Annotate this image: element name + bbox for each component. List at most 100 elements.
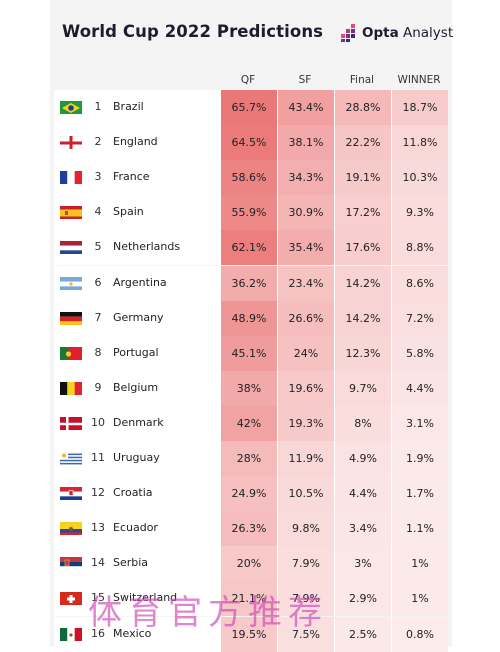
cell-qf: 19.5%: [220, 616, 277, 652]
cell-final: 22.2%: [334, 125, 391, 161]
france-flag-icon: [60, 170, 82, 185]
rank-label: 4: [94, 205, 102, 219]
table-row: 6 Argentina 36.2% 23.4% 14.2% 8.6%: [54, 265, 448, 301]
cell-qf: 21.1%: [220, 581, 277, 617]
cell-winner: 1.9%: [391, 441, 448, 476]
cell-final: 4.4%: [334, 476, 391, 512]
netherlands-flag-icon: [60, 240, 82, 255]
rank-label: 12: [91, 486, 105, 500]
cell-sf: 7.9%: [277, 546, 334, 582]
spain-flag-icon: [60, 205, 82, 220]
table-row: 5 Netherlands 62.1% 35.4% 17.6% 8.8%: [54, 230, 448, 266]
column-header-sf: SF: [298, 74, 312, 86]
page-title: World Cup 2022 Predictions: [62, 22, 324, 41]
table-row: 2 England 64.5% 38.1% 22.2% 11.8%: [54, 125, 448, 161]
rank-label: 2: [94, 135, 102, 149]
cell-final: 3.4%: [334, 511, 391, 547]
team-name: England: [113, 135, 158, 149]
belgium-flag-icon: [60, 381, 82, 395]
cell-winner: 1.7%: [391, 476, 448, 512]
team-name: Netherlands: [113, 240, 181, 254]
team-name: Spain: [113, 205, 144, 219]
team-name: Germany: [113, 310, 164, 324]
cell-qf: 24.9%: [220, 476, 277, 512]
cell-qf: 58.6%: [220, 160, 277, 196]
uruguay-flag-icon: [60, 451, 82, 465]
rank-label: 13: [91, 521, 105, 535]
cell-winner: 18.7%: [391, 90, 448, 125]
team-name: Denmark: [113, 415, 164, 429]
team-name: Ecuador: [113, 521, 158, 535]
table-row: 10 Denmark 42% 19.3% 8% 3.1%: [54, 405, 448, 441]
cell-sf: 7.9%: [277, 581, 334, 617]
cell-final: 4.9%: [334, 441, 391, 476]
cell-winner: 0.8%: [391, 616, 448, 652]
watermark-text: 体育官方推荐: [88, 593, 328, 633]
cell-sf: 38.1%: [277, 125, 334, 161]
serbia-flag-icon: [60, 556, 82, 571]
team-name: Brazil: [113, 100, 144, 113]
mexico-flag-icon: [60, 627, 82, 641]
column-header-final: Final: [349, 74, 375, 86]
cell-final: 14.2%: [334, 300, 391, 336]
rank-label: 9: [94, 380, 102, 394]
cell-final: 2.5%: [334, 616, 391, 652]
table-row: 1 Brazil 65.7% 43.4% 28.8% 18.7%: [54, 90, 448, 125]
cell-qf: 42%: [220, 405, 277, 441]
cell-sf: 30.9%: [277, 195, 334, 231]
cell-qf: 28%: [220, 441, 277, 476]
rank-label: 3: [94, 170, 102, 184]
cell-final: 8%: [334, 405, 391, 441]
cell-qf: 62.1%: [220, 230, 277, 266]
cell-sf: 43.4%: [277, 90, 334, 125]
rank-label: 5: [94, 240, 102, 254]
team-name: Croatia: [113, 486, 153, 500]
cell-sf: 7.5%: [277, 616, 334, 652]
cell-final: 17.6%: [334, 230, 391, 266]
cell-winner: 11.8%: [391, 125, 448, 161]
cell-winner: 4.4%: [391, 370, 448, 406]
cell-winner: 1%: [391, 581, 448, 617]
croatia-flag-icon: [60, 486, 82, 501]
rank-label: 15: [91, 591, 105, 605]
brazil-flag-icon: [60, 100, 82, 114]
brand-name-light: Analyst: [398, 25, 454, 41]
cell-sf: 19.3%: [277, 405, 334, 441]
team-name: Portugal: [113, 345, 159, 359]
rank-label: 14: [91, 556, 105, 570]
denmark-flag-icon: [60, 416, 82, 430]
cell-qf: 48.9%: [220, 300, 277, 336]
team-name: Belgium: [113, 380, 159, 394]
cell-qf: 26.3%: [220, 511, 277, 547]
table-row: 13 Ecuador 26.3% 9.8% 3.4% 1.1%: [54, 511, 448, 547]
cell-winner: 7.2%: [391, 300, 448, 336]
team-name: Uruguay: [113, 451, 160, 464]
cell-sf: 23.4%: [277, 265, 334, 301]
cell-winner: 10.3%: [391, 160, 448, 196]
germany-flag-icon: [60, 311, 82, 325]
cell-winner: 3.1%: [391, 405, 448, 441]
column-header-qf: QF: [240, 74, 256, 86]
team-name: Serbia: [113, 556, 149, 570]
cell-sf: 35.4%: [277, 230, 334, 266]
cell-winner: 8.8%: [391, 230, 448, 266]
rank-label: 10: [91, 415, 105, 429]
table-row: 4 Spain 55.9% 30.9% 17.2% 9.3%: [54, 195, 448, 231]
table-row: 15 Switzerland 21.1% 7.9% 2.9% 1%: [54, 581, 448, 617]
rank-label: 11: [91, 451, 105, 464]
argentina-flag-icon: [60, 276, 82, 290]
england-flag-icon: [60, 135, 82, 150]
switzerland-flag-icon: [60, 591, 82, 606]
table-row: 3 France 58.6% 34.3% 19.1% 10.3%: [54, 160, 448, 196]
table-row: 9 Belgium 38% 19.6% 9.7% 4.4%: [54, 370, 448, 406]
cell-winner: 1%: [391, 546, 448, 582]
table-row: 16 Mexico 19.5% 7.5% 2.5% 0.8%: [54, 616, 448, 652]
cell-final: 17.2%: [334, 195, 391, 231]
cell-final: 2.9%: [334, 581, 391, 617]
cell-final: 9.7%: [334, 370, 391, 406]
rank-label: 7: [94, 310, 102, 324]
cell-sf: 9.8%: [277, 511, 334, 547]
table-row: 12 Croatia 24.9% 10.5% 4.4% 1.7%: [54, 476, 448, 512]
brand-name-bold: Opta: [362, 25, 399, 41]
team-name: Switzerland: [113, 591, 178, 605]
